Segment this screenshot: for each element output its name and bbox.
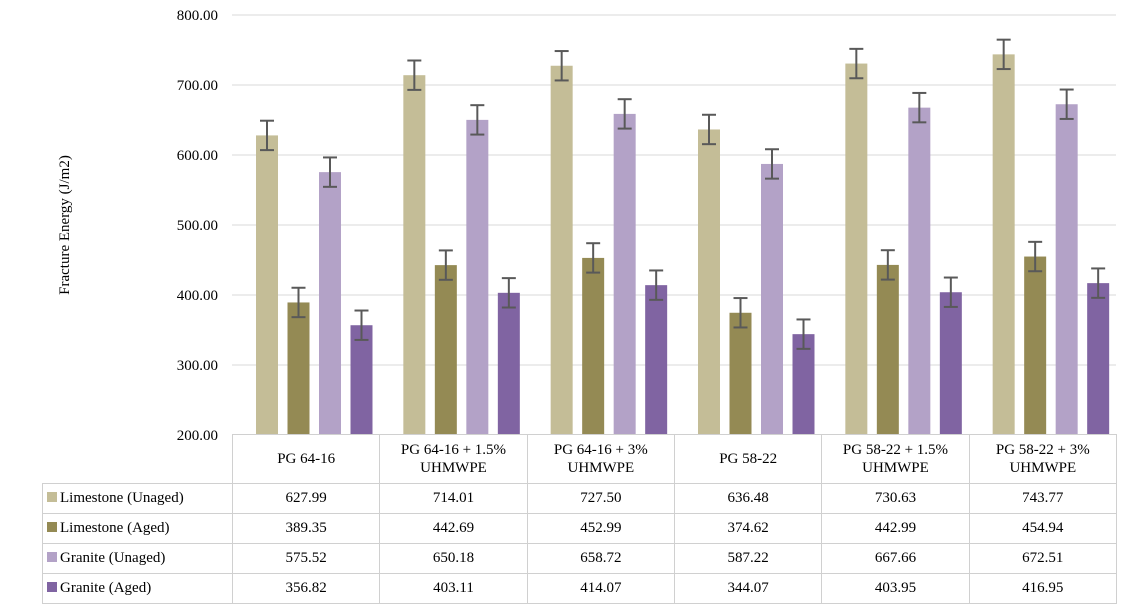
data-label: 727.50 xyxy=(526,483,675,514)
legend-entry: Limestone (Unaged) xyxy=(42,483,233,514)
data-label: 454.94 xyxy=(968,513,1117,544)
legend-label: Granite (Aged) xyxy=(60,580,152,596)
y-tick-label: 700.00 xyxy=(177,78,218,94)
x-category-label: PG 64-16 + 1.5% UHMWPE xyxy=(379,434,528,484)
bar xyxy=(256,135,278,436)
y-tick-label: 300.00 xyxy=(177,358,218,374)
x-category-label: PG 64-16 xyxy=(231,434,381,484)
y-tick-label: 500.00 xyxy=(177,218,218,234)
legend-swatch xyxy=(47,552,57,562)
bar xyxy=(550,65,573,435)
legend-swatch xyxy=(47,582,57,592)
bar xyxy=(434,265,457,435)
x-category-label: PG 64-16 + 3% UHMWPE xyxy=(526,434,675,484)
bar xyxy=(1087,283,1110,435)
x-category-label: PG 58-22 + 1.5% UHMWPE xyxy=(821,434,970,484)
bar xyxy=(876,264,899,435)
data-label: 730.63 xyxy=(821,483,970,514)
table-corner xyxy=(42,434,233,484)
bar xyxy=(1024,256,1047,435)
bar xyxy=(466,119,489,436)
y-axis-title: Fracture Energy (J/m2) xyxy=(57,155,73,295)
data-label: 416.95 xyxy=(968,573,1117,604)
table-row: Limestone (Aged) 389.35 442.69 452.99 374.62… xyxy=(42,513,1117,544)
table-row: Granite (Unaged) 575.52 650.18 658.72 587.22… xyxy=(42,543,1117,574)
table-row: Granite (Aged) 356.82 403.11 414.07 344.07 40… xyxy=(42,573,1117,604)
data-label: 627.99 xyxy=(231,483,381,514)
data-label: 452.99 xyxy=(526,513,675,544)
legend-label: Granite (Unaged) xyxy=(60,550,166,566)
bar xyxy=(287,302,310,435)
y-tick-label: 800.00 xyxy=(177,8,218,24)
bar xyxy=(761,163,783,436)
data-label: 714.01 xyxy=(379,483,528,514)
legend-swatch xyxy=(47,492,57,502)
table-row: Limestone (Unaged) 627.99 714.01 727.50 636.… xyxy=(42,483,1117,514)
data-label: 403.95 xyxy=(821,573,970,604)
legend-entry: Granite (Unaged) xyxy=(42,543,233,574)
bar xyxy=(319,172,341,436)
x-category-label: PG 58-22 xyxy=(673,434,823,484)
legend-entry: Limestone (Aged) xyxy=(42,513,233,544)
bar xyxy=(792,334,815,435)
bar xyxy=(992,54,1015,436)
legend-label: Limestone (Unaged) xyxy=(60,490,184,506)
y-tick-label: 600.00 xyxy=(177,148,218,164)
table-header-row: PG 64-16 PG 64-16 + 1.5% UHMWPE PG 64-16 + … xyxy=(42,434,1117,484)
data-label: 667.66 xyxy=(821,543,970,574)
bar xyxy=(939,292,962,435)
bar xyxy=(403,75,426,436)
data-label: 374.62 xyxy=(673,513,823,544)
bar xyxy=(645,285,668,435)
data-label: 356.82 xyxy=(231,573,381,604)
data-label: 389.35 xyxy=(231,513,381,544)
data-table: PG 64-16 PG 64-16 + 1.5% UHMWPE PG 64-16 + … xyxy=(42,434,1117,604)
data-label: 442.99 xyxy=(821,513,970,544)
data-label: 403.11 xyxy=(379,573,528,604)
bar xyxy=(613,113,636,435)
data-label: 743.77 xyxy=(968,483,1117,514)
y-tick-label: 400.00 xyxy=(177,288,218,304)
data-label: 414.07 xyxy=(526,573,675,604)
data-label: 344.07 xyxy=(673,573,823,604)
bar xyxy=(582,257,605,435)
bar xyxy=(698,129,720,436)
legend-label: Limestone (Aged) xyxy=(60,520,170,536)
bar xyxy=(1055,104,1078,436)
data-label: 575.52 xyxy=(231,543,381,574)
x-category-label: PG 58-22 + 3% UHMWPE xyxy=(968,434,1117,484)
data-label: 672.51 xyxy=(968,543,1117,574)
legend-entry: Granite (Aged) xyxy=(42,573,233,604)
data-label: 658.72 xyxy=(526,543,675,574)
bar xyxy=(845,63,868,436)
data-label: 587.22 xyxy=(673,543,823,574)
bar xyxy=(729,312,752,435)
bar xyxy=(908,107,931,435)
data-label: 650.18 xyxy=(379,543,528,574)
data-label: 636.48 xyxy=(673,483,823,514)
legend-swatch xyxy=(47,522,57,532)
bar xyxy=(497,292,520,435)
bar xyxy=(350,325,373,435)
data-label: 442.69 xyxy=(379,513,528,544)
